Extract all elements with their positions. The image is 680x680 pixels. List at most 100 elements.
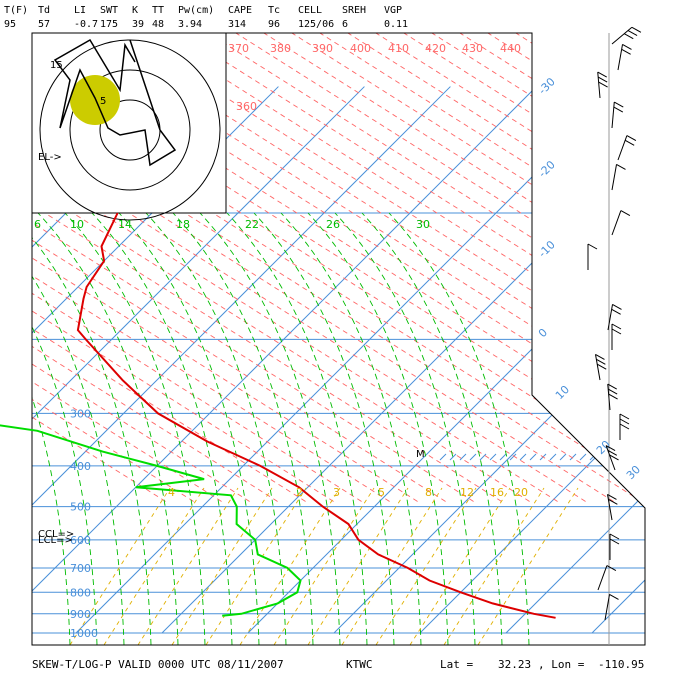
isobars (32, 212, 645, 634)
wind-barb-flag (627, 30, 638, 36)
theta-e-line (611, 33, 645, 504)
wind-barb-flag (611, 323, 622, 330)
hatch-mark (439, 453, 447, 461)
moist-adiabat-label-26: 26 (326, 218, 340, 231)
plot-border (31, 32, 646, 646)
mixing-ratio-line (341, 487, 443, 645)
theta-e-line (471, 33, 645, 504)
wind-barb-flag (616, 163, 626, 170)
wind-barb-flag (631, 26, 642, 33)
mixing-ratio-label-12: 12 (460, 486, 474, 499)
ccl-marker: CCL=> (38, 529, 74, 540)
header-value: 175 (100, 19, 119, 30)
header-label: K (132, 5, 139, 16)
moist-adiabat (32, 212, 152, 645)
theta-e-label-420: 420 (425, 42, 446, 55)
wind-barb-flag (607, 388, 618, 395)
theta-e-line (32, 33, 617, 504)
theta-e-label-360: 360 (236, 100, 257, 113)
wind-barb-staff (606, 494, 613, 521)
theta-e-line (32, 33, 197, 504)
pressure-label-400: 400 (70, 460, 91, 473)
isotherm (0, 87, 20, 633)
theta-e-line (387, 33, 645, 504)
wind-barb-flag (596, 363, 607, 370)
theta-e-label-410: 410 (388, 42, 409, 55)
isotherm (75, 86, 623, 634)
footer-lat-label: Lat = (440, 658, 474, 671)
hatch-mark (519, 453, 527, 461)
mixing-ratio-line (443, 487, 545, 645)
moist-adiabat (172, 212, 314, 645)
isotherm (247, 86, 645, 634)
moist-adiabat-label-10: 10 (70, 218, 84, 231)
wind-barb-flag (608, 498, 618, 505)
isotherm-label--10: -10 (536, 238, 558, 260)
hatch-mark (509, 453, 517, 461)
theta-e-line (275, 33, 645, 504)
theta-e-line (32, 33, 281, 504)
header-value: 6 (342, 19, 349, 30)
isotherm (32, 86, 537, 634)
theta-e-line (32, 33, 337, 504)
hodograph: 5 15 EL-> (31, 32, 227, 221)
theta-e-line (32, 33, 477, 504)
temperature-profile (76, 212, 556, 619)
theta-e-line (32, 33, 309, 504)
mixing-ratio-label-5: 5 (378, 486, 385, 499)
header-label: Td (38, 5, 51, 16)
wind-barb-flag (613, 106, 624, 113)
wind-barb-flag (609, 538, 620, 545)
moist-adiabat (253, 212, 395, 645)
header-label: VGP (384, 5, 403, 16)
header-label: CAPE (228, 5, 253, 16)
moist-adiabat (199, 212, 341, 645)
isotherm-label-30: 30 (624, 463, 643, 482)
wind-barb-flag (607, 383, 617, 390)
hatch-mark (479, 453, 487, 461)
chart-frame (31, 32, 646, 646)
theta-e-line (32, 33, 533, 504)
mixing-ratio-line (307, 487, 409, 645)
moist-adiabat (91, 212, 233, 645)
theta-e-line (32, 33, 253, 504)
wind-barb-staff (611, 210, 622, 236)
theta-e-line (32, 33, 505, 504)
hatch-mark (579, 453, 587, 461)
pressure-label-800: 800 (70, 586, 91, 599)
header-label: Tc (268, 5, 281, 16)
theta-e-label-390: 390 (312, 42, 333, 55)
hatch-mark (469, 453, 477, 461)
theta-e-line (32, 33, 421, 504)
theta-e-line (32, 33, 449, 504)
moist-adiabat-label-30: 30 (416, 218, 430, 231)
wind-barb-flag (607, 449, 618, 456)
wind-barb-flag (611, 328, 622, 335)
wind-barb-flag (596, 358, 606, 365)
theta-e-line (668, 23, 680, 503)
pressure-label-900: 900 (70, 608, 91, 621)
mixing-ratio-line (409, 487, 511, 645)
wind-barb-staff (597, 565, 608, 591)
moist-adiabat-label-18: 18 (176, 218, 190, 231)
hatch-mark (459, 453, 467, 461)
hatch-mark (619, 453, 627, 461)
theta-e-line (527, 33, 645, 504)
header-value: -0.7 (74, 19, 99, 30)
theta-e-line (32, 33, 365, 504)
theta-e-line (32, 33, 645, 504)
moist-adiabat-label-14: 14 (118, 218, 132, 231)
moist-adiabat-label-22: 22 (245, 218, 259, 231)
hatch-mark (569, 453, 577, 461)
theta-e-line (415, 33, 645, 504)
wind-barb-flag (622, 43, 632, 50)
header-label: SREH (342, 5, 367, 16)
wind-barb-flag (621, 48, 631, 55)
footer-lon-label: , Lon = (538, 658, 585, 671)
footer-lat-value: 32.23 (498, 658, 532, 671)
theta-e-label-430: 430 (462, 42, 483, 55)
mixing-ratio-lines (69, 487, 579, 645)
wind-barb-staff (594, 354, 601, 381)
mixing-ratio-label-8: 8 (425, 486, 432, 499)
